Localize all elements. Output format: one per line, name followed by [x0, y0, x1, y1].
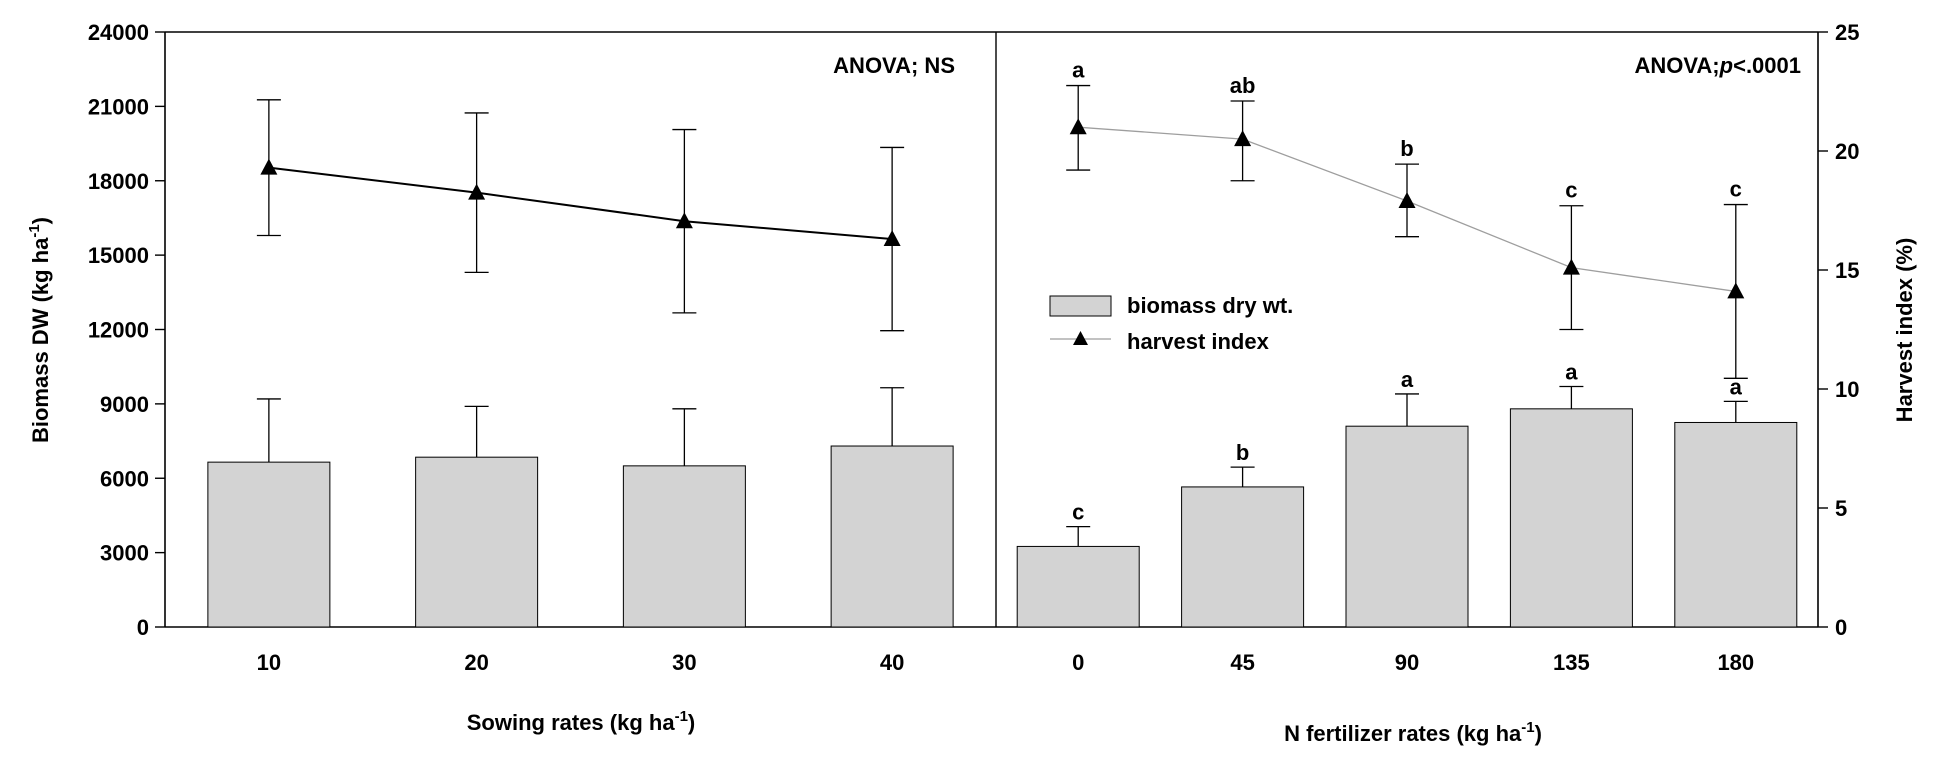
- legend: biomass dry wt. harvest index: [1049, 293, 1293, 354]
- left-y-ticks: 0 3000 6000 9000 12000 15000 18000 21000 24000: [88, 20, 165, 640]
- x-tick-label: 0: [1072, 650, 1084, 675]
- harvest-significance-letter: c: [1730, 177, 1742, 202]
- harvest-index-marker: [883, 230, 901, 247]
- bar-significance-letter: a: [1401, 367, 1414, 392]
- right-y-tick-label: 15: [1835, 258, 1859, 283]
- harvest-index-marker: [468, 183, 486, 200]
- harvest-index-marker: [675, 212, 693, 229]
- left-y-tick-label: 12000: [88, 318, 149, 343]
- right-y-tick-label: 20: [1835, 139, 1859, 164]
- right-y-tick-label: 10: [1835, 377, 1859, 402]
- bar-biomass: [1509, 408, 1633, 628]
- right-y-tick-label: 5: [1835, 496, 1847, 521]
- x-tick-label: 10: [257, 650, 281, 675]
- bar-biomass: [207, 461, 331, 628]
- left-y-tick-label: 9000: [100, 392, 149, 417]
- left-y-tick-label: 21000: [88, 94, 149, 119]
- x-axis-title-right: N fertilizer rates (kg ha-1): [1284, 719, 1542, 746]
- harvest-index-marker: [260, 158, 278, 175]
- harvest-index-marker: [1562, 258, 1580, 275]
- harvest-significance-letter: ab: [1230, 73, 1256, 98]
- legend-label-biomass: biomass dry wt.: [1127, 293, 1293, 318]
- significance-letters-group: c b a a a a ab b c c: [1072, 58, 1743, 525]
- bars-group: [207, 408, 1798, 628]
- harvest-index-marker: [1069, 118, 1087, 135]
- left-y-tick-label: 0: [137, 615, 149, 640]
- right-y-tick-label: 25: [1835, 20, 1859, 45]
- x-tick-label: 90: [1395, 650, 1419, 675]
- bar-biomass: [622, 465, 746, 628]
- annotation-left: ANOVA; NS: [833, 53, 955, 78]
- markers-group: [260, 118, 1745, 299]
- left-y-axis-title: Biomass DW (kg ha-1): [26, 217, 53, 443]
- x-tick-label: 180: [1717, 650, 1754, 675]
- bar-significance-letter: a: [1565, 360, 1578, 385]
- x-tick-label: 135: [1553, 650, 1590, 675]
- x-tick-labels-group: 10 20 30 40 0 45 90 135 180: [257, 650, 1755, 675]
- x-tick-label: 40: [880, 650, 904, 675]
- x-tick-label: 30: [672, 650, 696, 675]
- harvest-significance-letter: c: [1565, 178, 1577, 203]
- bar-biomass: [1345, 425, 1469, 628]
- bar-significance-letter: a: [1730, 374, 1743, 399]
- right-y-axis-title: Harvest index (%): [1892, 238, 1917, 423]
- bar-biomass: [830, 445, 954, 628]
- harvest-significance-letter: a: [1072, 58, 1085, 83]
- bar-biomass: [1181, 486, 1305, 628]
- legend-bar-swatch: [1049, 295, 1112, 317]
- x-axis-title-left: Sowing rates (kg ha-1): [467, 708, 696, 735]
- legend-label-harvest: harvest index: [1127, 329, 1270, 354]
- bar-biomass: [415, 456, 539, 628]
- left-y-tick-label: 6000: [100, 466, 149, 491]
- bar-biomass: [1016, 545, 1140, 628]
- right-y-tick-label: 0: [1835, 615, 1847, 640]
- harvest-significance-letter: b: [1400, 136, 1413, 161]
- bar-significance-letter: b: [1236, 440, 1249, 465]
- left-y-tick-label: 15000: [88, 243, 149, 268]
- x-tick-label: 45: [1230, 650, 1254, 675]
- bar-errorbars-group: [256, 385, 1748, 547]
- annotation-right: ANOVA;p<.0001: [1634, 53, 1801, 78]
- bar-biomass: [1674, 421, 1798, 628]
- harvest-index-marker: [1398, 191, 1416, 208]
- left-y-tick-label: 24000: [88, 20, 149, 45]
- legend-triangle-marker: [1073, 331, 1088, 345]
- right-y-ticks: 0 5 10 15 20 25: [1818, 20, 1859, 640]
- x-tick-label: 20: [464, 650, 488, 675]
- harvest-index-marker: [1727, 282, 1745, 299]
- harvest-index-marker: [1234, 130, 1252, 147]
- left-y-tick-label: 18000: [88, 169, 149, 194]
- left-y-tick-label: 3000: [100, 541, 149, 566]
- bar-significance-letter: c: [1072, 500, 1084, 525]
- harvest-index-line: [268, 166, 893, 241]
